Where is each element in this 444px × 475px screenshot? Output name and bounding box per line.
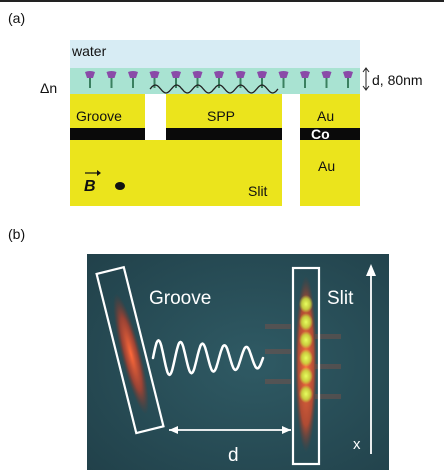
slit-label-a: Slit bbox=[248, 183, 268, 199]
spp-label: SPP bbox=[207, 108, 236, 124]
groove-emission bbox=[95, 265, 165, 435]
panel-b-label: (b) bbox=[8, 226, 26, 242]
molecule-icon bbox=[192, 71, 203, 88]
x-axis-arrow-head bbox=[366, 264, 376, 276]
b-arrow-head bbox=[97, 170, 101, 176]
groove-label-a: Groove bbox=[76, 108, 122, 124]
spp-wave bbox=[149, 84, 279, 94]
panel-a-svg: B bbox=[70, 40, 360, 206]
molecule-icon bbox=[300, 71, 310, 88]
hotspot bbox=[299, 385, 313, 403]
thickness-label: d, 80nm bbox=[372, 72, 423, 88]
slit-gap bbox=[282, 94, 300, 206]
b-field-dot bbox=[115, 182, 125, 190]
panel-b-image: Groove Slit d x bbox=[87, 254, 389, 470]
top-border-line bbox=[0, 0, 444, 2]
molecule-icon bbox=[106, 71, 117, 88]
side-fringes bbox=[265, 324, 341, 399]
distance-arrow-right-head bbox=[282, 426, 291, 434]
groove-label-b: Groove bbox=[149, 288, 211, 309]
distance-arrow-left-head bbox=[169, 426, 178, 434]
molecule-icon bbox=[214, 71, 224, 88]
delta-n-label: Δn bbox=[40, 80, 58, 96]
panel-a-diagram: B bbox=[70, 40, 360, 206]
hotspot bbox=[299, 331, 313, 349]
au-bottom-label: Au bbox=[318, 158, 336, 174]
slit-box bbox=[291, 266, 321, 466]
water-label: water bbox=[72, 43, 107, 59]
b-field-symbol: B bbox=[84, 178, 96, 195]
molecule-icon bbox=[128, 71, 138, 88]
groove-box bbox=[95, 265, 165, 435]
x-axis-label: x bbox=[353, 436, 361, 453]
slit-hotspots bbox=[299, 295, 313, 403]
panel-a-label: (a) bbox=[8, 10, 26, 26]
hotspot bbox=[299, 367, 313, 385]
co-label: Co bbox=[311, 126, 330, 142]
molecule-icon bbox=[85, 71, 95, 88]
molecule-icon bbox=[321, 71, 332, 88]
hotspot bbox=[299, 295, 313, 313]
molecule-group bbox=[85, 71, 353, 88]
thickness-bracket-icon bbox=[361, 66, 371, 92]
molecule-icon bbox=[235, 71, 246, 88]
molecule-icon bbox=[171, 71, 181, 88]
hotspot bbox=[299, 313, 313, 331]
distance-label: d bbox=[228, 445, 239, 466]
molecule-icon bbox=[149, 71, 160, 88]
au-top-label: Au bbox=[317, 108, 335, 124]
spp-wave-b bbox=[151, 339, 265, 377]
groove-notch bbox=[145, 94, 166, 140]
slit-label-b: Slit bbox=[327, 288, 354, 309]
molecule-icon bbox=[343, 71, 353, 88]
molecule-icon bbox=[257, 71, 267, 88]
hotspot bbox=[299, 349, 313, 367]
water-layer bbox=[70, 40, 360, 68]
panel-b-svg: Groove Slit d x bbox=[87, 254, 389, 470]
molecule-icon bbox=[278, 71, 289, 88]
